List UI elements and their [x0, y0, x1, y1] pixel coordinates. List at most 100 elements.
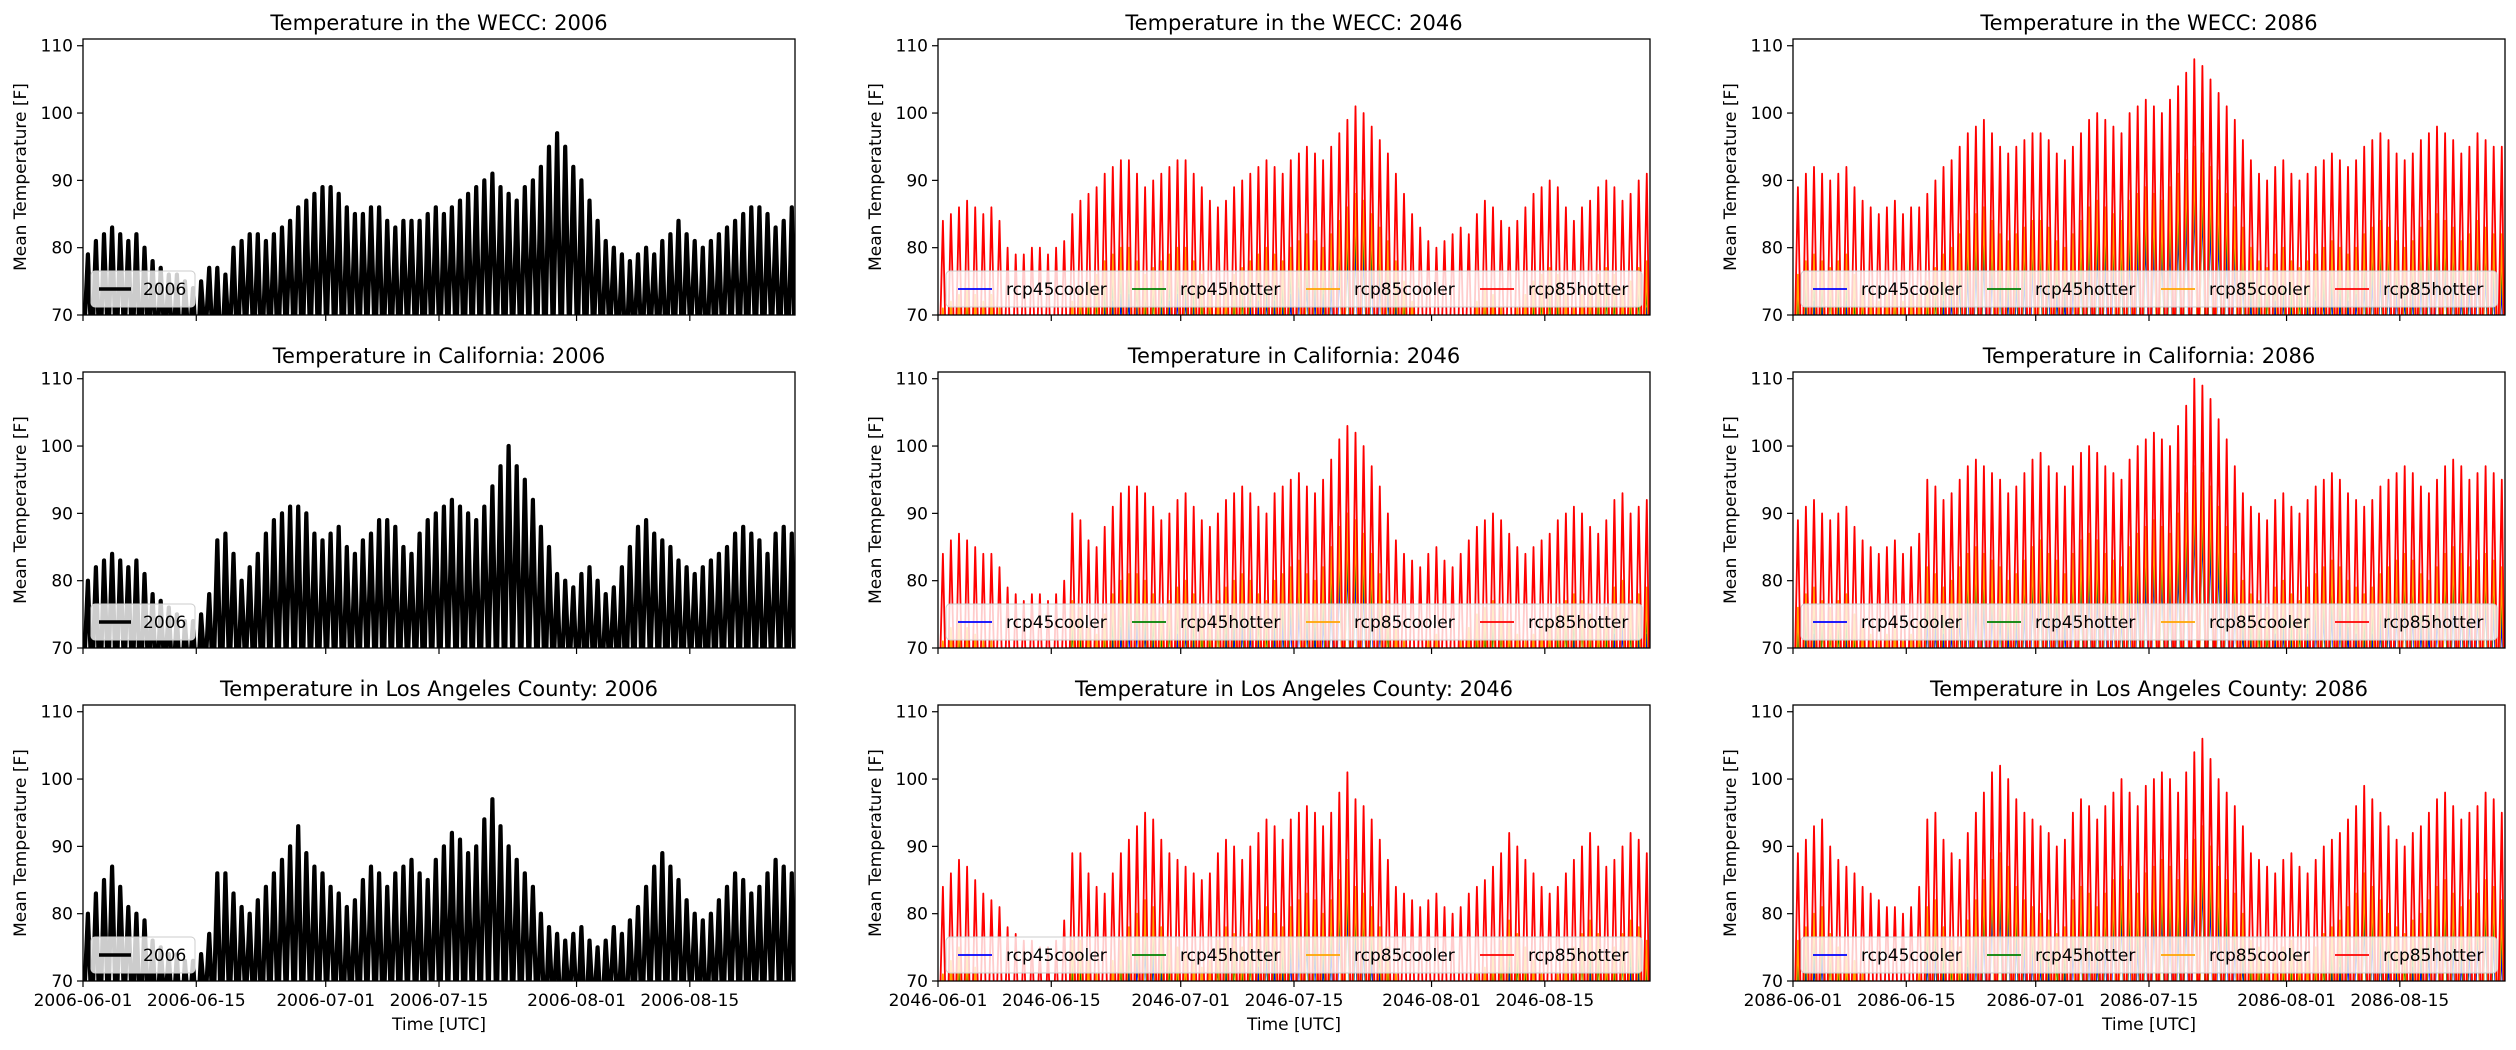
x-tick-label: 2086-07-01 [1986, 991, 2085, 1011]
axes-frame [1792, 371, 2506, 649]
legend: rcp45cooler rcp45hotter rcp85cooler rcp85ho… [1800, 603, 2498, 641]
y-tick-label: 80 [1761, 239, 1783, 259]
legend-label-rcp45cooler: rcp45cooler [1006, 280, 1107, 300]
y-tick-label: 70 [51, 639, 73, 659]
x-axis-label: Time [UTC] [2101, 1015, 2196, 1035]
x-tick-label: 2006-07-01 [276, 991, 375, 1011]
subplot-title: Temperature in the WECC: 2086 [1979, 11, 2317, 35]
y-tick-label: 80 [1761, 572, 1783, 592]
x-tick-label: 2046-06-01 [889, 991, 988, 1011]
subplot-california-2086: Temperature in California: 2086 Mean Temp… [1721, 344, 2506, 659]
subplot-grid: Temperature in the WECC: 2006 Mean Temper… [11, 11, 2506, 1035]
legend-label-rcp45cooler: rcp45cooler [1006, 946, 1107, 966]
y-tick-label: 90 [906, 837, 928, 857]
plot-area [83, 131, 795, 315]
y-tick-label: 100 [1751, 437, 1783, 457]
legend: rcp45cooler rcp45hotter rcp85cooler rcp85ho… [1800, 936, 2498, 974]
legend-label-rcp85cooler: rcp85cooler [1354, 280, 1455, 300]
legend-label-rcp85hotter: rcp85hotter [2383, 613, 2483, 633]
x-tick-label: 2006-07-15 [390, 991, 489, 1011]
subplot-los-angeles-county-2086: Temperature in Los Angeles County: 2086 M… [1721, 677, 2506, 1035]
axes-frame [937, 38, 1651, 316]
subplot-title: Temperature in California: 2006 [272, 344, 605, 368]
subplot-title: Temperature in Los Angeles County: 2046 [1074, 677, 1513, 701]
legend: rcp45cooler rcp45hotter rcp85cooler rcp85ho… [945, 936, 1643, 974]
legend: rcp45cooler rcp45hotter rcp85cooler rcp85ho… [945, 270, 1643, 308]
y-tick-label: 70 [906, 306, 928, 326]
y-tick-label: 100 [41, 770, 73, 790]
y-tick-label: 110 [41, 37, 73, 57]
legend-label-rcp45cooler: rcp45cooler [1861, 946, 1962, 966]
subplot-los-angeles-county-2006: Temperature in Los Angeles County: 2006 M… [11, 677, 796, 1035]
y-tick-label: 100 [896, 437, 928, 457]
legend-box [1800, 603, 2498, 641]
legend-label-rcp85hotter: rcp85hotter [1528, 946, 1628, 966]
subplot-wecc-2086: Temperature in the WECC: 2086 Mean Temper… [1721, 11, 2506, 326]
subplot-title: Temperature in California: 2086 [1982, 344, 2315, 368]
y-tick-label: 70 [906, 972, 928, 992]
axes-frame [1792, 38, 2506, 316]
y-tick-label: 70 [1761, 639, 1783, 659]
y-tick-label: 90 [51, 171, 73, 191]
legend-label-rcp85hotter: rcp85hotter [2383, 946, 2483, 966]
x-tick-label: 2046-06-15 [1002, 991, 1101, 1011]
x-tick-label: 2086-08-01 [2237, 991, 2336, 1011]
legend-label-rcp45hotter: rcp45hotter [2035, 280, 2135, 300]
plot-area [939, 771, 1650, 981]
series-line-rcp85hotter [1794, 58, 2505, 315]
subplot-title: Temperature in the WECC: 2006 [269, 11, 607, 35]
y-tick-label: 110 [896, 37, 928, 57]
y-tick-label: 70 [1761, 306, 1783, 326]
y-axis-label: Mean Temperature [F] [1721, 749, 1741, 937]
x-tick-label: 2086-06-01 [1744, 991, 1843, 1011]
x-tick-label: 2086-08-15 [2350, 991, 2449, 1011]
legend-label-rcp85hotter: rcp85hotter [1528, 280, 1628, 300]
y-tick-label: 80 [906, 905, 928, 925]
legend: 2006 [90, 603, 196, 641]
y-tick-label: 100 [1751, 104, 1783, 124]
y-tick-label: 100 [41, 104, 73, 124]
series-line-rcp85hotter [1794, 377, 2505, 648]
legend-box [1800, 270, 2498, 308]
axes-frame [937, 371, 1651, 649]
subplot-los-angeles-county-2046: Temperature in Los Angeles County: 2046 M… [866, 677, 1651, 1035]
y-tick-label: 100 [896, 104, 928, 124]
x-tick-label: 2046-08-15 [1495, 991, 1594, 1011]
subplot-title: Temperature in the WECC: 2046 [1124, 11, 1462, 35]
y-tick-label: 110 [1751, 703, 1783, 723]
x-tick-label: 2046-08-01 [1382, 991, 1481, 1011]
subplot-california-2006: Temperature in California: 2006 Mean Temp… [11, 344, 796, 659]
x-tick-label: 2046-07-15 [1245, 991, 1344, 1011]
subplot-wecc-2006: Temperature in the WECC: 2006 Mean Temper… [11, 11, 796, 326]
legend: 2006 [90, 936, 196, 974]
series-line-rcp85hotter [939, 771, 1650, 981]
legend-box [1800, 936, 2498, 974]
y-tick-label: 90 [1761, 837, 1783, 857]
y-tick-label: 80 [906, 572, 928, 592]
x-tick-label: 2086-07-15 [2100, 991, 2199, 1011]
series-line-2006 [83, 443, 795, 648]
y-axis-label: Mean Temperature [F] [1721, 83, 1741, 271]
legend-label-rcp85cooler: rcp85cooler [1354, 946, 1455, 966]
y-tick-label: 90 [906, 504, 928, 524]
axes-frame [82, 371, 796, 649]
legend-label-rcp45hotter: rcp45hotter [1180, 946, 1280, 966]
y-axis-label: Mean Temperature [F] [11, 749, 31, 937]
series-line-2006 [83, 797, 795, 981]
legend: rcp45cooler rcp45hotter rcp85cooler rcp85ho… [1800, 270, 2498, 308]
y-tick-label: 100 [896, 770, 928, 790]
y-tick-label: 90 [1761, 504, 1783, 524]
x-tick-label: 2086-06-15 [1857, 991, 1956, 1011]
subplot-title: Temperature in Los Angeles County: 2086 [1929, 677, 2368, 701]
legend-label-2006: 2006 [143, 280, 186, 300]
legend-label-rcp85cooler: rcp85cooler [1354, 613, 1455, 633]
x-tick-label: 2006-08-15 [640, 991, 739, 1011]
legend-label-rcp45cooler: rcp45cooler [1861, 613, 1962, 633]
y-axis-label: Mean Temperature [F] [866, 83, 886, 271]
axes-frame [82, 38, 796, 316]
legend-box [945, 270, 1643, 308]
legend-label-2006: 2006 [143, 613, 186, 633]
legend: 2006 [90, 270, 196, 308]
subplot-title: Temperature in California: 2046 [1127, 344, 1460, 368]
